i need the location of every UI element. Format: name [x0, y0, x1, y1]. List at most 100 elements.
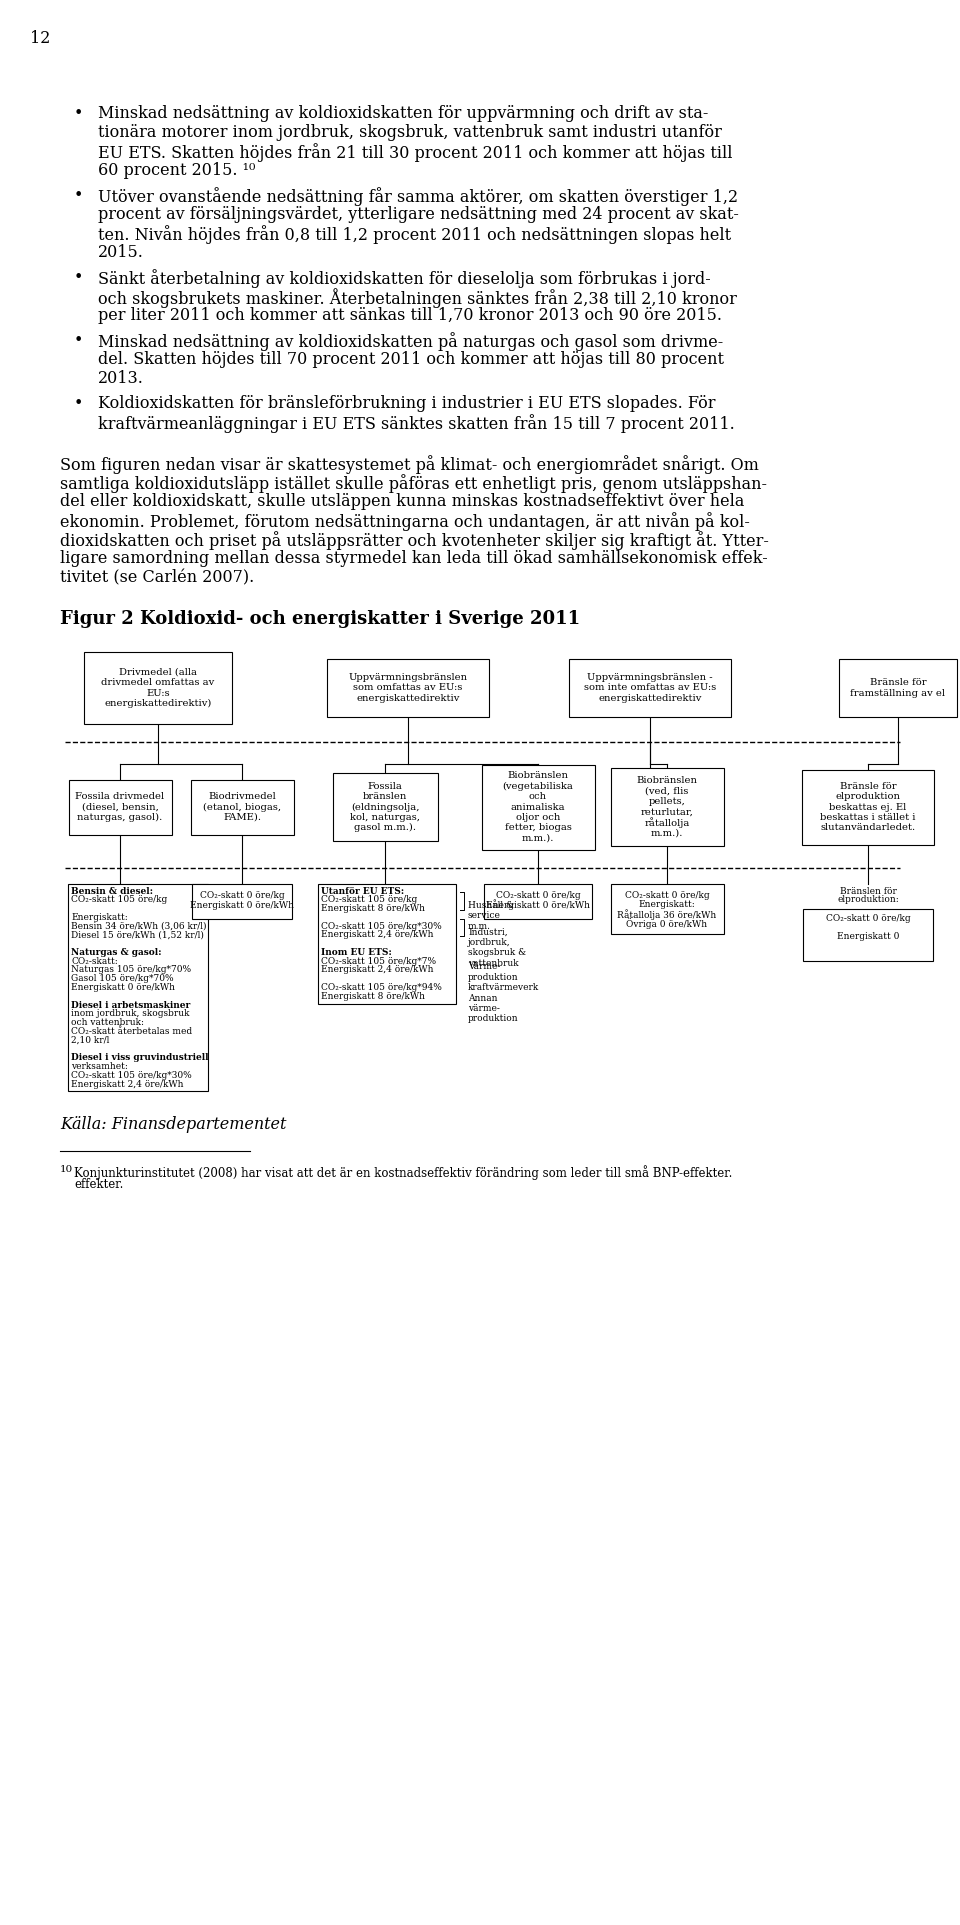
- FancyBboxPatch shape: [839, 658, 957, 716]
- Text: m.m.).: m.m.).: [651, 828, 684, 837]
- Text: CO₂-skatt 105 öre/kg: CO₂-skatt 105 öre/kg: [71, 895, 167, 905]
- Text: bränslen: bränslen: [363, 791, 407, 801]
- Text: energiskattedirektiv: energiskattedirektiv: [356, 693, 460, 703]
- Text: CO₂-skatt 0 öre/kg: CO₂-skatt 0 öre/kg: [625, 891, 709, 901]
- FancyBboxPatch shape: [802, 770, 934, 845]
- Text: Fossila: Fossila: [368, 782, 402, 791]
- Text: Energiskatt:: Energiskatt:: [71, 912, 128, 922]
- Text: Bensin & diesel:: Bensin & diesel:: [71, 887, 154, 895]
- Text: CO₂-skatt 105 öre/kg*7%: CO₂-skatt 105 öre/kg*7%: [321, 957, 436, 966]
- Text: drivmedel omfattas av: drivmedel omfattas av: [102, 678, 215, 687]
- Text: Minskad nedsättning av koldioxidskatten för uppvärmning och drift av sta-: Minskad nedsättning av koldioxidskatten …: [98, 106, 708, 121]
- Text: CO₂-skatt 0 öre/kg: CO₂-skatt 0 öre/kg: [200, 891, 284, 901]
- Text: (vegetabiliska: (vegetabiliska: [503, 782, 573, 791]
- Text: oljor och: oljor och: [516, 812, 561, 822]
- Text: FAME).: FAME).: [223, 812, 261, 822]
- Text: inom jordbruk, skogsbruk: inom jordbruk, skogsbruk: [71, 1009, 189, 1018]
- FancyBboxPatch shape: [611, 768, 724, 845]
- Text: Naturgas 105 öre/kg*70%: Naturgas 105 öre/kg*70%: [71, 966, 191, 974]
- FancyBboxPatch shape: [84, 653, 232, 724]
- Text: Inom EU ETS:: Inom EU ETS:: [321, 947, 392, 957]
- Text: Bränslen för: Bränslen för: [840, 887, 897, 895]
- Text: •: •: [73, 395, 83, 412]
- Text: (ved, flis: (ved, flis: [645, 787, 688, 795]
- Text: Energiskatt 8 öre/kWh: Energiskatt 8 öre/kWh: [321, 905, 425, 912]
- Text: CO₂-skatt:: CO₂-skatt:: [71, 957, 118, 966]
- FancyBboxPatch shape: [190, 780, 294, 835]
- FancyBboxPatch shape: [68, 780, 172, 835]
- FancyBboxPatch shape: [68, 884, 208, 1091]
- Text: råtallolja: råtallolja: [644, 818, 689, 828]
- Text: Gasol 105 öre/kg*70%: Gasol 105 öre/kg*70%: [71, 974, 174, 984]
- Text: pellets,: pellets,: [649, 797, 685, 807]
- Text: ligare samordning mellan dessa styrmedel kan leda till ökad samhällsekonomisk ef: ligare samordning mellan dessa styrmedel…: [60, 551, 768, 568]
- Text: elproduktion: elproduktion: [835, 791, 900, 801]
- Text: Energiskatt 2,4 öre/kWh: Energiskatt 2,4 öre/kWh: [321, 966, 434, 974]
- Text: Figur 2 Koldioxid- och energiskatter i Sverige 2011: Figur 2 Koldioxid- och energiskatter i S…: [60, 610, 580, 628]
- Text: 2013.: 2013.: [98, 370, 144, 387]
- Text: 2,10 kr/l: 2,10 kr/l: [71, 1036, 109, 1045]
- Text: 2015.: 2015.: [98, 244, 144, 262]
- Text: Källa: Finansdepartementet: Källa: Finansdepartementet: [60, 1116, 286, 1134]
- Text: •: •: [73, 106, 83, 121]
- Text: Energiskatt 0 öre/kWh: Energiskatt 0 öre/kWh: [486, 901, 590, 911]
- Text: Utöver ovanstående nedsättning får samma aktörer, om skatten överstiger 1,2: Utöver ovanstående nedsättning får samma…: [98, 187, 738, 206]
- Text: Utanför EU ETS:: Utanför EU ETS:: [321, 887, 404, 895]
- Text: Bensin 34 öre/kWh (3,06 kr/l): Bensin 34 öre/kWh (3,06 kr/l): [71, 922, 206, 930]
- FancyBboxPatch shape: [484, 884, 592, 918]
- Text: 10: 10: [60, 1165, 73, 1174]
- Text: beskattas ej. El: beskattas ej. El: [829, 803, 906, 812]
- Text: kraftvärmeanläggningar i EU ETS sänktes skatten från 15 till 7 procent 2011.: kraftvärmeanläggningar i EU ETS sänktes …: [98, 414, 734, 433]
- Text: •: •: [73, 187, 83, 204]
- Text: Värme-
produktion
kraftvärmeverk
Annan
värme-
produktion: Värme- produktion kraftvärmeverk Annan v…: [468, 962, 540, 1024]
- Text: Koldioxidskatten för bränsleförbrukning i industrier i EU ETS slopades. För: Koldioxidskatten för bränsleförbrukning …: [98, 395, 715, 412]
- Text: dioxidskatten och priset på utsläppsrätter och kvotenheter skiljer sig kraftigt : dioxidskatten och priset på utsläppsrätt…: [60, 531, 769, 551]
- Text: energiskattedirektiv): energiskattedirektiv): [105, 699, 212, 708]
- Text: CO₂-skatt 105 öre/kg*30%: CO₂-skatt 105 öre/kg*30%: [321, 922, 442, 930]
- FancyBboxPatch shape: [332, 774, 438, 841]
- Text: Uppvärmningsbränslen: Uppvärmningsbränslen: [348, 674, 468, 681]
- Text: fetter, biogas: fetter, biogas: [505, 824, 571, 832]
- Text: Energiskatt 0 öre/kWh: Energiskatt 0 öre/kWh: [71, 984, 175, 991]
- FancyBboxPatch shape: [803, 909, 933, 961]
- Text: CO₂-skatt 0 öre/kg: CO₂-skatt 0 öre/kg: [495, 891, 580, 901]
- Text: Uppvärmningsbränslen -: Uppvärmningsbränslen -: [588, 674, 713, 681]
- Text: slutanvändarledet.: slutanvändarledet.: [821, 824, 916, 832]
- Text: Som figuren nedan visar är skattesystemet på klimat- och energiområdet snårigt. : Som figuren nedan visar är skattesysteme…: [60, 454, 758, 474]
- Text: procent av försäljningsvärdet, ytterligare nedsättning med 24 procent av skat-: procent av försäljningsvärdet, ytterliga…: [98, 206, 739, 223]
- Text: (etanol, biogas,: (etanol, biogas,: [203, 803, 281, 812]
- Text: (eldningsolja,: (eldningsolja,: [350, 803, 420, 812]
- Text: kol, naturgas,: kol, naturgas,: [350, 812, 420, 822]
- Text: Sänkt återbetalning av koldioxidskatten för dieselolja som förbrukas i jord-: Sänkt återbetalning av koldioxidskatten …: [98, 270, 710, 289]
- Text: Energiskatt 2,4 öre/kWh: Energiskatt 2,4 öre/kWh: [71, 1080, 183, 1088]
- Text: som inte omfattas av EU:s: som inte omfattas av EU:s: [584, 683, 716, 693]
- Text: Biodrivmedel: Biodrivmedel: [208, 791, 276, 801]
- Text: Drivmedel (alla: Drivmedel (alla: [119, 668, 197, 678]
- Text: Övriga 0 öre/kWh: Övriga 0 öre/kWh: [627, 918, 708, 928]
- Text: Biobränslen: Biobränslen: [508, 772, 568, 780]
- Text: 12: 12: [30, 31, 50, 46]
- Text: CO₂-skatt 105 öre/kg: CO₂-skatt 105 öre/kg: [321, 895, 418, 905]
- Text: framställning av el: framställning av el: [851, 689, 946, 697]
- Text: Diesel i arbetsmaskiner: Diesel i arbetsmaskiner: [71, 1001, 190, 1009]
- FancyBboxPatch shape: [318, 884, 456, 1003]
- Text: och vattenbruk:: och vattenbruk:: [71, 1018, 144, 1028]
- Text: Diesel i viss gruvindustriell: Diesel i viss gruvindustriell: [71, 1053, 208, 1063]
- Text: CO₂-skatt 0 öre/kg: CO₂-skatt 0 öre/kg: [826, 914, 910, 924]
- Text: EU ETS. Skatten höjdes från 21 till 30 procent 2011 och kommer att höjas till: EU ETS. Skatten höjdes från 21 till 30 p…: [98, 142, 732, 162]
- Text: Energiskatt:: Energiskatt:: [638, 901, 695, 909]
- Text: returlutar,: returlutar,: [640, 808, 693, 816]
- Text: Minskad nedsättning av koldioxidskatten på naturgas och gasol som drivme-: Minskad nedsättning av koldioxidskatten …: [98, 331, 723, 350]
- Text: naturgas, gasol).: naturgas, gasol).: [78, 812, 162, 822]
- Text: Energiskatt 2,4 öre/kWh: Energiskatt 2,4 öre/kWh: [321, 930, 434, 939]
- Text: Bränsle för: Bränsle för: [840, 782, 897, 791]
- Text: CO₂-skatt återbetalas med: CO₂-skatt återbetalas med: [71, 1026, 192, 1036]
- Text: 60 procent 2015. ¹⁰: 60 procent 2015. ¹⁰: [98, 162, 255, 179]
- Text: Industri,
jordbruk,
skogsbruk &
vattenbruk: Industri, jordbruk, skogsbruk & vattenbr…: [468, 928, 526, 968]
- Text: •: •: [73, 331, 83, 348]
- Text: effekter.: effekter.: [74, 1178, 124, 1192]
- Text: Energiskatt 8 öre/kWh: Energiskatt 8 öre/kWh: [321, 991, 425, 1001]
- FancyBboxPatch shape: [327, 658, 489, 716]
- Text: ekonomin. Problemet, förutom nedsättningarna och undantagen, är att nivån på kol: ekonomin. Problemet, förutom nedsättning…: [60, 512, 750, 531]
- Text: del. Skatten höjdes till 70 procent 2011 och kommer att höjas till 80 procent: del. Skatten höjdes till 70 procent 2011…: [98, 350, 724, 368]
